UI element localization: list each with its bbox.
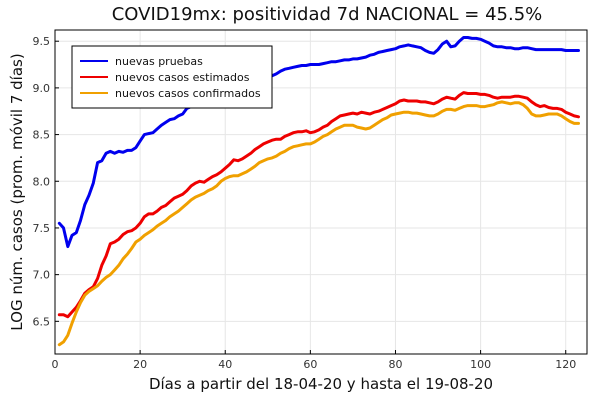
plot-frame (54, 29, 588, 355)
legend-label-nuevos-casos-estimados: nuevos casos estimados (115, 71, 250, 84)
y-tick-label: 6.5 (33, 315, 51, 328)
y-tick-label: 7.5 (33, 222, 51, 235)
axis-ticks: 0 20 40 60 80 100 120 6.5 7.0 7.5 8.0 8.5 9.0 9.5 (33, 35, 577, 371)
y-tick-label: 8.0 (33, 175, 51, 188)
y-tick-label: 9.5 (33, 35, 51, 48)
y-tick-label: 9.0 (33, 82, 51, 95)
x-tick-label: 0 (52, 358, 59, 371)
legend-label-nuevos-casos-confirmados: nuevos casos confirmados (115, 87, 261, 100)
x-tick-label: 40 (218, 358, 232, 371)
series-lines (57, 36, 580, 347)
x-tick-label: 100 (470, 358, 491, 371)
y-tick-label: 8.5 (33, 129, 51, 142)
series-line-nuevos-casos-confirmados (57, 100, 580, 347)
legend: nuevas pruebas nuevos casos estimados nu… (71, 45, 273, 109)
chart-title: COVID19mx: positividad 7d NACIONAL = 45.… (112, 4, 543, 25)
y-axis-title: LOG núm. casos (prom. móvil 7 días) (8, 53, 26, 330)
series-line-nuevos-casos-estimados (57, 91, 580, 319)
y-tick-label: 7.0 (33, 269, 51, 282)
legend-label-nuevas-pruebas: nuevas pruebas (115, 55, 203, 68)
series-line-nuevas-pruebas (57, 36, 580, 249)
x-tick-label: 120 (555, 358, 576, 371)
x-tick-label: 60 (303, 358, 317, 371)
x-tick-label: 80 (388, 358, 402, 371)
x-axis-title: Días a partir del 18-04-20 y hasta el 19… (149, 375, 493, 393)
x-tick-label: 20 (133, 358, 147, 371)
